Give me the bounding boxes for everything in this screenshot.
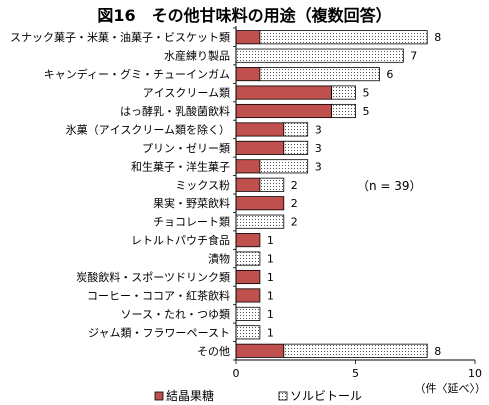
legend-swatch [278, 391, 288, 401]
x-tick-label: 10 [468, 367, 482, 380]
category-label: レトルトパウチ食品 [131, 233, 230, 247]
axes-layer: 0 5 10 （件〈延べ〉） [233, 26, 487, 395]
category-label: ソース・たれ・つゆ類 [121, 308, 230, 321]
category-label: 果実・野菜飲料 [153, 196, 230, 210]
total-value-label: 1 [267, 271, 274, 284]
total-value-label: 3 [315, 160, 322, 173]
category-label: アイスクリーム類 [143, 87, 230, 100]
bar-segment-crystalline-fructose [235, 343, 285, 358]
bar-segment-crystalline-fructose [235, 159, 261, 174]
total-value-label: 1 [267, 253, 274, 266]
chart-title: 図16 その他甘味料の用途（複数回答） [97, 6, 392, 25]
bar-segment-crystalline-fructose [235, 196, 285, 211]
sample-size-annotation: （n = 39） [357, 179, 422, 193]
bar-segment-sorbitol [331, 103, 356, 119]
category-label: 炭酸飲料・スポーツドリンク類 [76, 270, 230, 284]
total-value-label: 1 [267, 234, 274, 247]
category-label: 水産練り製品 [164, 49, 230, 63]
bar-segment-crystalline-fructose [235, 140, 285, 155]
bar-segment-sorbitol [259, 159, 309, 174]
bar-segment-crystalline-fructose [235, 122, 285, 137]
category-label: キャンディー・グミ・チューインガム [44, 67, 230, 81]
category-label: ジャム類・フラワーペースト [88, 326, 230, 339]
bar-segment-crystalline-fructose [235, 288, 261, 303]
bar-segment-sorbitol [259, 30, 428, 45]
bar-segment-crystalline-fructose [235, 67, 261, 82]
total-value-label: 1 [267, 308, 274, 321]
category-label: スナック菓子・米菓・油菓子・ビスケット類 [10, 30, 230, 44]
category-label: 和生菓子・洋生菓子 [131, 159, 230, 173]
legend-item-sorbitol: ソルビトール [290, 389, 362, 403]
bar-segment-sorbitol [331, 85, 356, 100]
category-label: コーヒー・ココア・紅茶飲料 [87, 288, 230, 302]
x-unit-label: （件〈延べ〉） [415, 382, 487, 395]
bar-segment-sorbitol [235, 306, 261, 321]
category-label: はっ酵乳・乳酸菌飲料 [120, 104, 230, 118]
bar-segment-crystalline-fructose [235, 177, 261, 192]
bar-segment-crystalline-fructose [235, 103, 332, 119]
total-value-label: 6 [386, 68, 393, 81]
category-label: チョコレート類 [153, 216, 230, 229]
total-value-label: 8 [434, 345, 441, 358]
category-label: プリン・ゼリー類 [142, 142, 230, 155]
x-tick-label: 0 [233, 367, 240, 380]
category-label: その他 [197, 345, 230, 358]
category-label: 漬物 [208, 252, 230, 266]
total-value-label: 5 [363, 87, 370, 100]
bar-segment-sorbitol [283, 122, 309, 137]
bar-segment-sorbitol [259, 177, 285, 192]
legend-swatch [154, 391, 164, 401]
legend: 結晶果糖 ソルビトール [154, 388, 362, 403]
bar-segment-crystalline-fructose [235, 269, 261, 285]
total-value-label: 2 [291, 179, 298, 192]
legend-item-crystalline-fructose: 結晶果糖 [166, 388, 214, 403]
bars-layer [235, 30, 428, 358]
total-value-label: 3 [315, 123, 322, 136]
bar-segment-crystalline-fructose [235, 30, 261, 45]
total-value-label: 2 [291, 216, 298, 229]
bar-segment-sorbitol [235, 214, 285, 229]
bar-segment-sorbitol [259, 67, 380, 82]
x-tick-label: 5 [352, 367, 359, 380]
total-value-label: 8 [434, 31, 441, 44]
total-value-label: 2 [291, 197, 298, 210]
total-value-label: 1 [267, 326, 274, 339]
category-label: 氷菓（アイスクリーム類を除く） [66, 122, 230, 136]
bar-segment-sorbitol [235, 48, 404, 63]
category-label: ミックス粉 [175, 179, 230, 192]
bar-segment-sorbitol [235, 251, 261, 266]
bar-segment-sorbitol [283, 140, 309, 155]
total-value-label: 7 [410, 50, 417, 63]
total-value-label: 1 [267, 289, 274, 302]
labels-layer: スナック菓子・米菓・油菓子・ビスケット類 8 水産練り製品 7 キャンディー・グミ・チュ… [10, 30, 441, 358]
total-value-label: 5 [363, 105, 370, 118]
bar-segment-crystalline-fructose [235, 233, 261, 248]
bar-segment-sorbitol [235, 325, 261, 340]
bar-segment-sorbitol [283, 343, 428, 358]
total-value-label: 3 [315, 142, 322, 155]
bar-segment-crystalline-fructose [235, 85, 332, 100]
